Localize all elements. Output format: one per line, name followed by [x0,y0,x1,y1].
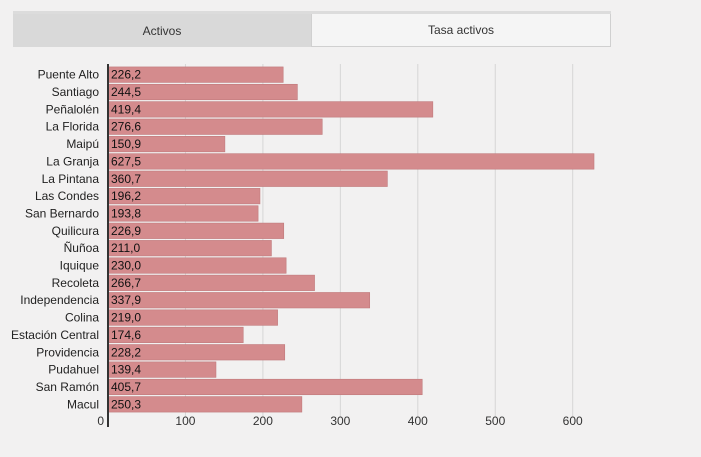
category-label: Pudahuel [48,363,99,377]
x-tick-label: 100 [175,414,195,428]
category-label: San Ramón [36,380,99,394]
bar [107,101,434,118]
value-label: 360,7 [111,172,141,186]
category-label: La Granja [46,154,99,168]
bar [107,170,388,187]
category-label: La Pintana [42,172,100,186]
category-label: Independencia [20,293,99,307]
x-tick-label: 300 [330,414,350,428]
value-label: 244,5 [111,85,141,99]
category-label: Colina [65,311,99,325]
category-label: Maipú [66,137,99,151]
value-label: 266,7 [111,276,141,290]
value-label: 276,6 [111,120,141,134]
value-label: 627,5 [111,154,141,168]
category-label: Estación Central [11,328,99,342]
tab-bar: Activos Tasa activos [13,11,611,47]
x-tick-label: 0 [97,414,104,428]
value-label: 230,0 [111,259,141,273]
value-label: 228,2 [111,345,141,359]
value-label: 419,4 [111,102,141,116]
value-label: 250,3 [111,397,141,411]
category-label: Santiago [52,85,100,99]
category-label: Macul [67,397,99,411]
category-label: La Florida [46,120,100,134]
value-label: 337,9 [111,293,141,307]
category-label: Puente Alto [38,68,100,82]
tab-activos[interactable]: Activos [13,14,311,47]
category-label: Peñalolén [46,102,99,116]
category-label: San Bernardo [25,206,99,220]
value-label: 139,4 [111,363,141,377]
category-label: Las Condes [35,189,99,203]
bar [107,378,423,396]
value-label: 211,0 [111,241,140,255]
value-label: 219,0 [111,311,141,325]
x-tick-label: 500 [485,414,505,428]
x-tick-label: 200 [253,414,273,428]
category-label: Iquique [60,259,100,273]
category-label: Providencia [36,345,99,359]
category-label: Ñuñoa [64,241,100,255]
x-tick-label: 600 [563,414,583,428]
x-tick-label: 400 [408,414,428,428]
value-label: 196,2 [111,189,141,203]
category-label: Quilicura [52,224,100,238]
value-label: 405,7 [111,380,141,394]
category-label: Recoleta [52,276,100,290]
value-label: 193,8 [111,206,141,220]
value-label: 150,9 [111,137,141,151]
bar [107,153,595,170]
tab-tasa-activos[interactable]: Tasa activos [311,14,611,47]
value-label: 226,2 [111,68,141,82]
value-label: 174,6 [111,328,141,342]
bar [107,292,371,309]
value-label: 226,9 [111,224,141,238]
